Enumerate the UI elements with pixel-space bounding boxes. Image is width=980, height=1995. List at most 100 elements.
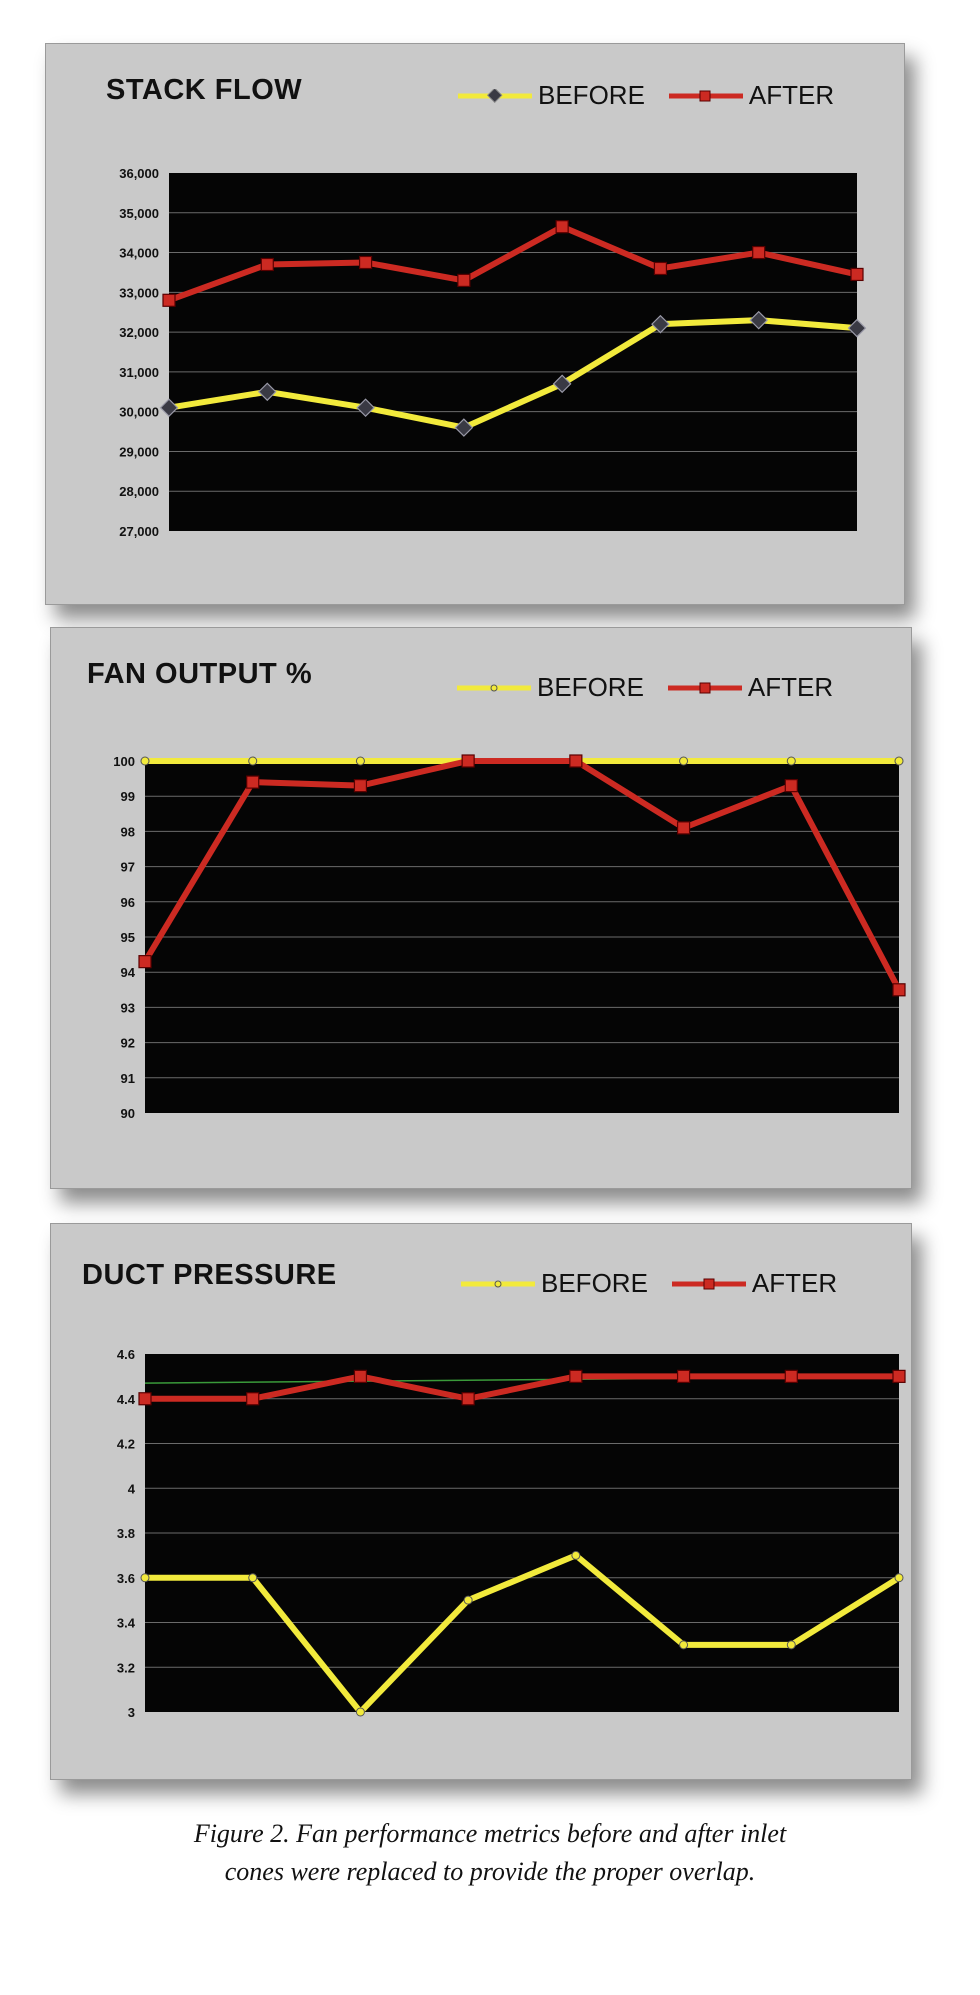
stack-flow-panel: STACK FLOW BEFORE AFTER 27,000 28,000 29,0… — [45, 43, 905, 605]
before-series-line — [145, 1552, 901, 1715]
after-point — [850, 267, 864, 282]
before-point — [552, 374, 572, 394]
after-point — [260, 257, 274, 272]
before-point — [140, 1573, 150, 1583]
chart-legend: BEFORE AFTER — [458, 80, 848, 111]
caption-line-1: Figure 2. Fan performance metrics before… — [193, 1819, 787, 1848]
stack-flow-chart: 27,000 28,000 29,000 30,000 31,000 32,000 33,0… — [119, 166, 867, 539]
y-tick-label: 31,000 — [119, 365, 159, 380]
chart-title: STACK FLOW — [106, 74, 303, 106]
before-point — [894, 1573, 904, 1583]
caption-line-2: cones were replaced to provide the prope… — [224, 1857, 756, 1886]
after-point — [752, 245, 766, 260]
y-tick-label: 4.2 — [117, 1437, 135, 1452]
legend-item-after: AFTER — [671, 1268, 838, 1299]
y-tick-label: 32,000 — [119, 325, 159, 340]
y-tick-label: 90 — [121, 1106, 135, 1121]
y-tick-label: 35,000 — [119, 206, 159, 221]
after-point — [138, 955, 152, 969]
after-point — [676, 821, 691, 835]
after-point — [246, 1392, 260, 1406]
after-point — [555, 220, 569, 234]
chart-title: FAN OUTPUT % — [87, 658, 313, 690]
after-point — [457, 273, 471, 287]
y-tick-label: 96 — [121, 895, 135, 910]
before-point — [355, 756, 365, 766]
legend-after-label: AFTER — [747, 672, 834, 702]
before-point — [248, 756, 258, 766]
legend-after-swatch — [667, 682, 742, 693]
y-tick-label: 33,000 — [119, 285, 159, 300]
before-point — [679, 756, 689, 766]
before-point — [159, 398, 179, 418]
before-point — [679, 1640, 689, 1650]
y-tick-label: 4.6 — [117, 1347, 135, 1362]
after-point — [784, 779, 798, 793]
legend-before-swatch — [461, 1280, 535, 1287]
legend-before-swatch — [458, 88, 532, 103]
after-series-line — [167, 223, 858, 304]
legend-before-label: BEFORE — [538, 80, 645, 110]
legend-item-after: AFTER — [668, 80, 835, 111]
y-tick-label: 4.4 — [117, 1392, 136, 1407]
before-point — [894, 756, 904, 766]
before-point — [140, 756, 150, 766]
duct-pressure-panel: DUCT PRESSURE BEFORE AFTER 3 3.2 3.4 3.6 3.8… — [50, 1223, 912, 1780]
chart-legend: BEFORE AFTER — [461, 1268, 851, 1299]
y-tick-label: 36,000 — [119, 166, 159, 181]
after-point — [676, 1369, 691, 1383]
after-point — [358, 255, 373, 270]
before-point — [356, 398, 375, 418]
y-tick-label: 27,000 — [119, 524, 159, 539]
chart-legend: BEFORE AFTER — [457, 672, 847, 703]
legend-before-label: BEFORE — [541, 1268, 648, 1298]
after-point — [353, 1369, 368, 1383]
legend-after-label: AFTER — [751, 1268, 838, 1298]
y-tick-label: 3.4 — [117, 1616, 136, 1631]
chart-title: DUCT PRESSURE — [82, 1259, 337, 1291]
before-point — [355, 1707, 365, 1717]
after-point — [569, 754, 583, 768]
before-series-line — [168, 317, 858, 431]
y-tick-label: 28,000 — [119, 484, 159, 499]
before-point — [454, 418, 474, 437]
legend-before-swatch — [457, 684, 531, 691]
after-point — [246, 775, 260, 789]
after-point — [162, 293, 176, 307]
legend-item-after: AFTER — [667, 672, 834, 703]
after-point — [784, 1369, 798, 1383]
y-tick-label: 95 — [121, 930, 135, 945]
y-tick-label: 34,000 — [119, 246, 159, 261]
before-point — [571, 1550, 581, 1560]
y-tick-label: 91 — [121, 1071, 135, 1086]
figure-caption: Figure 2. Fan performance metrics before… — [0, 1815, 980, 1891]
before-point — [847, 318, 867, 338]
after-point — [892, 1369, 906, 1383]
before-point — [749, 310, 769, 330]
after-point — [653, 261, 668, 276]
y-tick-label: 30,000 — [119, 405, 159, 420]
y-tick-label: 93 — [121, 1000, 135, 1015]
legend-after-swatch — [671, 1278, 746, 1289]
after-point — [569, 1369, 583, 1383]
y-tick-label: 3 — [128, 1705, 135, 1720]
legend-after-label: AFTER — [748, 80, 835, 110]
y-tick-label: 3.2 — [117, 1660, 135, 1675]
legend-item-before: BEFORE — [461, 1268, 648, 1299]
y-tick-label: 3.8 — [117, 1526, 135, 1541]
after-point — [892, 983, 906, 997]
after-series-line — [145, 1373, 899, 1402]
before-point — [248, 1573, 258, 1583]
y-tick-label: 94 — [121, 965, 136, 980]
y-tick-label: 29,000 — [119, 444, 159, 459]
y-tick-label: 100 — [113, 754, 135, 769]
legend-after-swatch — [668, 90, 743, 101]
after-series-line — [142, 758, 902, 992]
y-tick-label: 99 — [121, 789, 135, 804]
legend-before-label: BEFORE — [537, 672, 644, 702]
after-point — [138, 1392, 152, 1406]
before-point — [786, 756, 796, 766]
after-point — [461, 754, 475, 768]
before-point — [463, 1595, 473, 1605]
before-point — [651, 314, 670, 334]
